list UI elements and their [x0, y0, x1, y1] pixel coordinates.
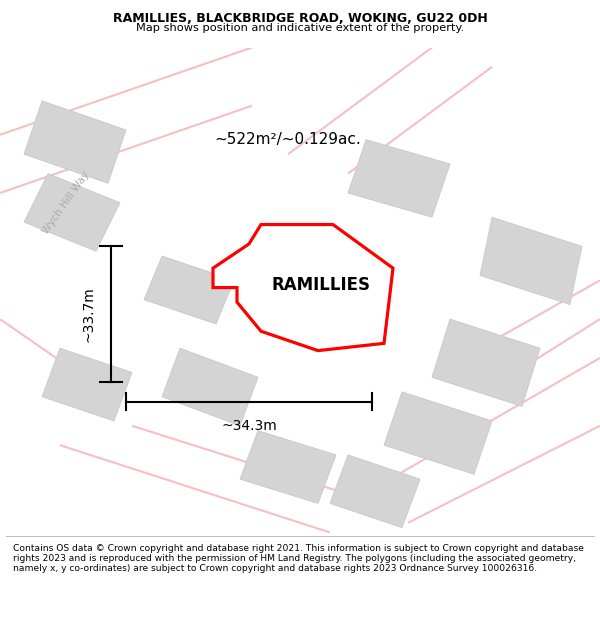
Polygon shape	[480, 217, 582, 304]
Polygon shape	[162, 348, 258, 426]
Polygon shape	[42, 348, 132, 421]
Polygon shape	[213, 224, 393, 351]
Text: RAMILLIES, BLACKBRIDGE ROAD, WOKING, GU22 0DH: RAMILLIES, BLACKBRIDGE ROAD, WOKING, GU2…	[113, 12, 487, 25]
Polygon shape	[432, 319, 540, 406]
Polygon shape	[348, 139, 450, 218]
Polygon shape	[144, 256, 234, 324]
Text: Map shows position and indicative extent of the property.: Map shows position and indicative extent…	[136, 23, 464, 33]
Text: Wych Hill Way: Wych Hill Way	[41, 169, 91, 236]
Text: Contains OS data © Crown copyright and database right 2021. This information is : Contains OS data © Crown copyright and d…	[13, 544, 584, 573]
Polygon shape	[240, 431, 336, 503]
Polygon shape	[384, 392, 492, 474]
Text: ~522m²/~0.129ac.: ~522m²/~0.129ac.	[215, 132, 361, 147]
Polygon shape	[24, 101, 126, 183]
Polygon shape	[24, 174, 120, 251]
Text: ~33.7m: ~33.7m	[82, 286, 96, 342]
Text: ~34.3m: ~34.3m	[221, 419, 277, 432]
Text: RAMILLIES: RAMILLIES	[271, 276, 371, 294]
Polygon shape	[330, 455, 420, 528]
